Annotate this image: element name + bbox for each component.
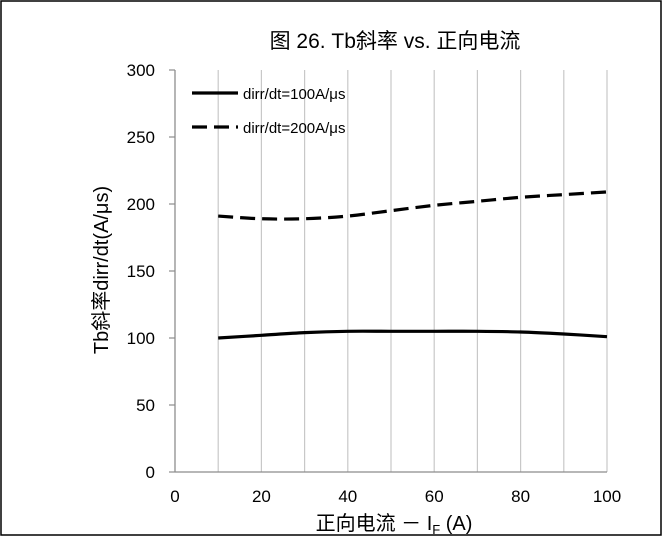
x-tick-label-80: 80	[511, 487, 530, 506]
y-tick-label-50: 50	[136, 396, 155, 415]
series-line-1	[218, 329, 608, 340]
chart-title: 图 26. Tb斜率 vs. 正向电流	[270, 30, 521, 53]
y-tick-label-200: 200	[127, 195, 155, 214]
x-tick-label-60: 60	[425, 487, 444, 506]
x-axis-label-main: 正向电流 － I	[316, 512, 433, 535]
legend: dirr/dt=100A/μs dirr/dt=200A/μs	[192, 86, 345, 137]
x-axis-label-unit: (A)	[440, 513, 472, 535]
y-axis-label: Tb斜率dirr/dt(A/μs)	[90, 186, 113, 354]
y-tick-label-100: 100	[127, 329, 155, 348]
x-tick-label-100: 100	[593, 487, 621, 506]
y-tick-label-150: 150	[127, 262, 155, 281]
x-tick-label-20: 20	[252, 487, 271, 506]
x-axis-label-subscript: F	[432, 522, 440, 537]
tick-labels: 0 20 40 60 80 100 0 50 100 150 200 250 300	[127, 61, 622, 506]
legend-label-1: dirr/dt=100A/μs	[243, 86, 345, 103]
axes	[169, 69, 607, 473]
y-tick-label-300: 300	[127, 61, 155, 80]
x-tick-label-40: 40	[338, 487, 357, 506]
y-tick-label-0: 0	[146, 463, 155, 482]
legend-label-2: dirr/dt=200A/μs	[243, 120, 345, 137]
y-tick-label-250: 250	[127, 128, 155, 147]
series-layer	[218, 190, 608, 340]
x-tick-label-0: 0	[170, 487, 179, 506]
x-axis-label: 正向电流 － IF (A)	[316, 512, 473, 537]
